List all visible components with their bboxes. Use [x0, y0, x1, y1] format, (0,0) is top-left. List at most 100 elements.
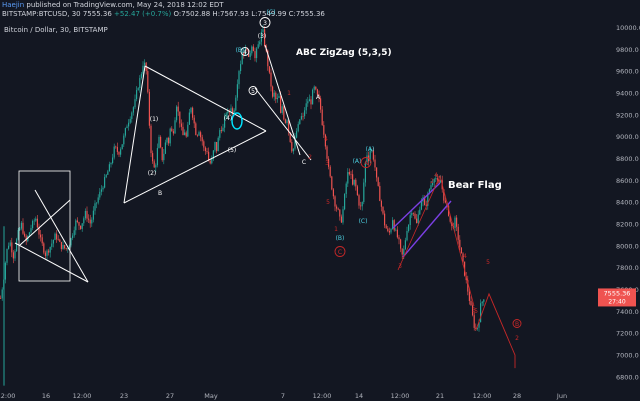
- candle-body: [396, 229, 398, 238]
- wave-label: (2): [148, 170, 157, 177]
- small-triangle-lower: [14, 242, 89, 283]
- candle-body: [299, 119, 301, 125]
- candle-body: [483, 299, 485, 302]
- candle-body: [449, 215, 451, 222]
- highlight-circle: [231, 112, 243, 130]
- candle-body: [1, 289, 3, 299]
- candle-body: [433, 179, 435, 183]
- wave-label: (C): [359, 218, 368, 225]
- y-tick-label: 8800.0: [616, 155, 639, 163]
- candle-body: [451, 221, 453, 227]
- y-tick-label: 9200.0: [616, 111, 639, 119]
- candle-body: [163, 153, 165, 161]
- candle-body: [288, 120, 290, 133]
- candle-body: [478, 322, 480, 328]
- candle-body: [403, 249, 405, 255]
- candle-body: [161, 147, 163, 161]
- candle-body: [243, 52, 245, 55]
- candle-body: [80, 225, 82, 229]
- candle-body: [19, 228, 21, 231]
- candle-body: [278, 96, 280, 98]
- candle-body: [99, 191, 101, 198]
- zigzag-channel-upper: [264, 44, 301, 156]
- wave-label: 3: [398, 263, 402, 270]
- candle-body: [166, 137, 168, 143]
- author-link[interactable]: Haejin: [2, 1, 25, 9]
- wave-label: 1: [334, 226, 338, 233]
- candle-body: [108, 164, 110, 172]
- candle-body: [8, 245, 10, 249]
- candle-body: [200, 132, 202, 138]
- candle-body: [313, 86, 315, 90]
- candle-body: [201, 137, 203, 142]
- triangle-upper-line: [144, 65, 267, 132]
- candle-body: [65, 248, 67, 249]
- candle-body: [64, 245, 66, 249]
- candle-body: [217, 137, 219, 152]
- candle-body: [337, 208, 339, 210]
- candle-body: [152, 153, 154, 162]
- candle-body: [406, 230, 408, 241]
- candle-body: [124, 128, 126, 136]
- candle-body: [40, 234, 42, 238]
- candle-body: [358, 195, 360, 206]
- candle-body: [100, 189, 102, 192]
- x-tick-label: 12:00: [313, 392, 332, 400]
- candle-body: [267, 50, 269, 67]
- candle-body: [364, 162, 366, 183]
- candle-body: [361, 202, 363, 207]
- y-tick-label: 10000.0: [616, 24, 640, 32]
- candle-body: [302, 116, 304, 117]
- candle-body: [316, 89, 318, 95]
- wave-label: 4: [324, 136, 328, 143]
- candle-body: [112, 157, 114, 164]
- candle-body: [104, 177, 106, 188]
- candle-body: [59, 239, 61, 242]
- candle-body: [430, 185, 432, 190]
- candle-body: [51, 243, 53, 247]
- candle-body: [41, 237, 43, 244]
- projection-path: [475, 292, 516, 369]
- candle-body: [0, 298, 2, 299]
- candle-body: [308, 99, 310, 102]
- candle-body: [56, 233, 58, 240]
- candle-body: [436, 178, 438, 180]
- candle-body: [126, 126, 128, 129]
- candle-body: [62, 245, 64, 250]
- price-change: +52.47 (+0.7%): [114, 10, 172, 18]
- y-tick-label: 7800.0: [616, 264, 639, 272]
- candle-body: [428, 189, 430, 194]
- candle-body: [408, 224, 410, 231]
- candle-body: [88, 218, 90, 220]
- candle-body: [198, 132, 200, 136]
- candle-body: [443, 189, 445, 201]
- candle-body: [398, 237, 400, 240]
- candle-body: [321, 109, 323, 126]
- candle-body: [115, 146, 117, 148]
- wave-label: (1): [150, 116, 159, 123]
- candle-body: [35, 218, 37, 221]
- candle-body: [356, 186, 358, 196]
- candle-body: [432, 182, 434, 186]
- candle-body: [60, 241, 62, 250]
- candle-body: [328, 158, 330, 167]
- x-axis[interactable]: 12:00 16 12:00 23 27 May 7 12:00 14 12:00 21 12:00 2…: [0, 392, 567, 400]
- candle-body: [67, 248, 69, 249]
- candle-body: [222, 127, 224, 132]
- candle-body: [238, 71, 240, 85]
- x-tick-label: 12:00: [73, 392, 92, 400]
- candle-body: [382, 206, 384, 214]
- candle-body: [372, 150, 374, 160]
- selection-box: [18, 170, 71, 282]
- wave-label: C: [302, 159, 306, 166]
- candle-body: [462, 253, 464, 262]
- candle-body: [57, 239, 59, 240]
- candle-body: [75, 220, 77, 231]
- y-axis[interactable]: 10000.0 9800.0 9600.0 9400.0 9200.0 9000.0 880…: [616, 24, 640, 381]
- candle-body: [160, 136, 162, 148]
- candle-body: [105, 174, 107, 178]
- candle-body: [476, 327, 478, 329]
- candle-body: [297, 124, 299, 132]
- candle-body: [176, 106, 178, 121]
